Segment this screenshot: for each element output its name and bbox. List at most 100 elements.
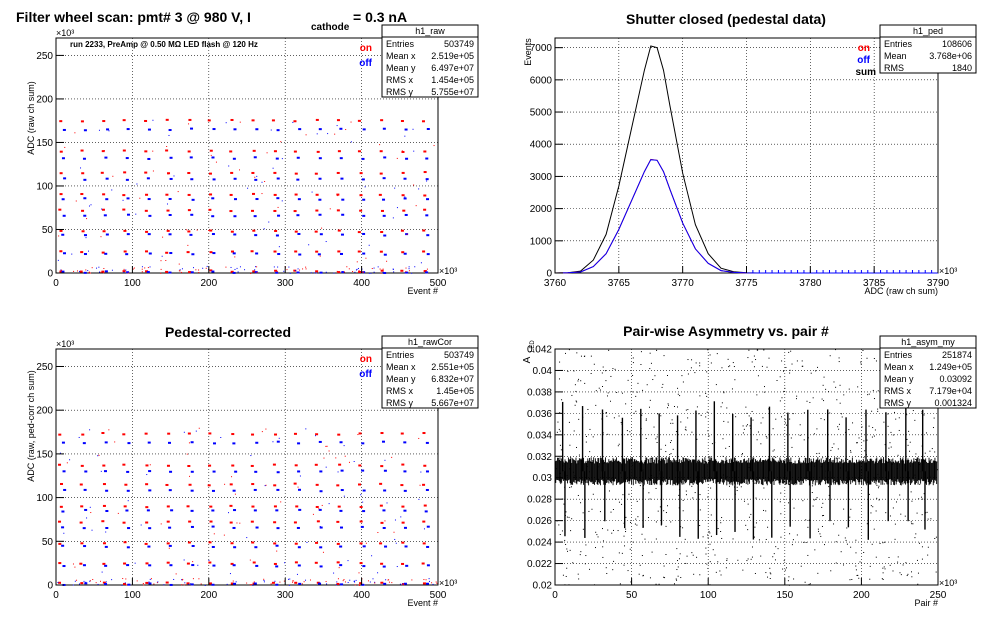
point-on	[165, 271, 167, 273]
point-on	[75, 200, 77, 202]
stats-key: Mean y	[884, 374, 914, 384]
point-on	[335, 457, 337, 459]
point	[788, 576, 790, 578]
point	[863, 440, 865, 442]
point-on	[336, 582, 340, 585]
point	[783, 390, 785, 392]
point-off	[89, 580, 91, 582]
point	[709, 532, 711, 534]
point-on	[358, 572, 360, 574]
point	[889, 442, 891, 444]
point	[924, 452, 926, 454]
point-on	[386, 260, 388, 262]
point	[625, 478, 627, 480]
point-on	[261, 193, 263, 195]
point	[769, 578, 771, 580]
point	[763, 487, 765, 489]
point-off	[126, 128, 130, 131]
point-off	[250, 455, 252, 457]
point-off	[297, 470, 301, 473]
point	[720, 406, 722, 408]
point	[657, 510, 659, 512]
point-off	[148, 581, 150, 583]
point-off	[105, 510, 109, 513]
point-on	[319, 255, 321, 257]
point-on	[165, 483, 169, 486]
point	[565, 575, 567, 577]
point-off	[377, 266, 379, 268]
point-on	[309, 579, 311, 581]
point	[590, 461, 592, 463]
point	[803, 439, 805, 441]
point-on	[329, 208, 331, 210]
point-on	[231, 433, 235, 436]
point-off	[91, 529, 93, 531]
point-on	[167, 432, 171, 435]
point-off	[61, 198, 65, 201]
point-off	[362, 510, 366, 513]
point-on	[103, 267, 105, 269]
point	[630, 581, 632, 583]
point-on	[188, 118, 192, 121]
point	[663, 576, 665, 578]
point-off	[318, 508, 322, 511]
x-exponent: ×10³	[939, 578, 957, 588]
point	[850, 451, 852, 453]
x-tick-label: 100	[124, 278, 141, 289]
point-off	[106, 128, 110, 131]
point	[626, 430, 628, 432]
baseline-marker	[803, 270, 805, 273]
point	[582, 528, 584, 530]
point-on	[325, 581, 327, 583]
point	[871, 543, 873, 545]
point-off	[72, 584, 74, 586]
y-exponent: ×10³	[56, 28, 74, 38]
point	[722, 438, 724, 440]
stats-key: Mean y	[386, 63, 416, 73]
x-tick-label: 200	[200, 278, 217, 289]
point-on	[328, 450, 330, 452]
point	[745, 406, 747, 408]
point	[672, 422, 674, 424]
stats-key: Entries	[884, 350, 913, 360]
point	[605, 412, 607, 414]
point	[917, 572, 919, 574]
point	[767, 477, 769, 479]
point-on	[229, 210, 233, 213]
x-tick-label: 300	[277, 590, 294, 601]
point-off	[373, 267, 375, 269]
point-on	[405, 271, 407, 273]
point	[838, 361, 840, 363]
point	[617, 462, 619, 464]
point	[855, 552, 857, 554]
point	[678, 489, 680, 491]
point-off	[377, 572, 379, 574]
point-on	[357, 250, 361, 253]
point	[677, 387, 679, 389]
point-off	[400, 516, 402, 518]
point	[673, 583, 675, 585]
point-off	[425, 488, 429, 491]
point	[749, 425, 751, 427]
point-on	[294, 172, 298, 175]
point-off	[318, 440, 322, 443]
point	[760, 422, 762, 424]
point-on	[160, 260, 162, 262]
point-on	[177, 191, 179, 193]
point	[899, 494, 901, 496]
point	[560, 449, 562, 451]
point	[582, 512, 584, 514]
stats-key: Entries	[386, 39, 415, 49]
point-on	[166, 229, 170, 232]
point-on	[186, 251, 190, 254]
point	[707, 537, 709, 539]
point	[907, 573, 909, 575]
point	[711, 443, 713, 445]
point-on	[91, 267, 93, 269]
point	[691, 431, 693, 433]
point-off	[254, 546, 258, 549]
point	[874, 429, 876, 431]
point	[707, 496, 709, 498]
point	[876, 497, 878, 499]
point-off	[263, 228, 265, 230]
